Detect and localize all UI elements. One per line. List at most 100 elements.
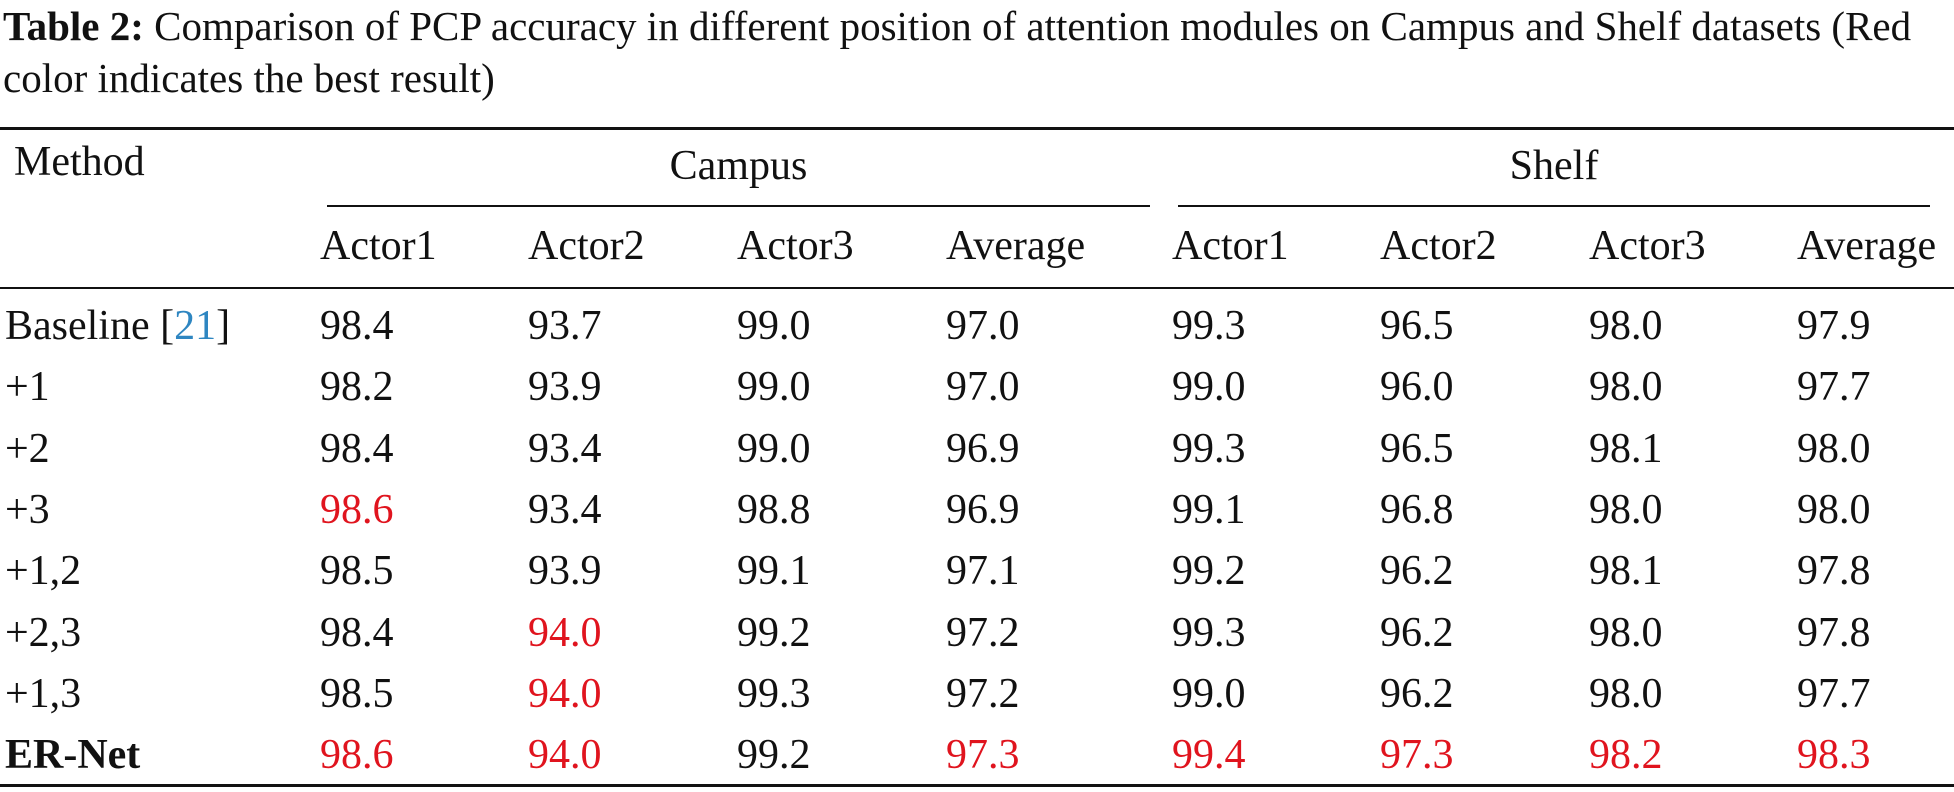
caption-text: Comparison of PCP accuracy in different …	[3, 3, 1912, 101]
value-cell: 93.4	[528, 425, 602, 472]
value-cell: 98.2	[1589, 732, 1663, 779]
value-cell: 96.8	[1380, 486, 1454, 533]
column-header: Actor3	[1589, 223, 1706, 269]
value-cell: 99.0	[737, 303, 811, 349]
header-rule	[0, 287, 1954, 289]
method-name: ER-Net	[5, 732, 141, 779]
value-cell: 98.0	[1589, 609, 1663, 656]
value-cell: 96.9	[946, 486, 1020, 533]
value-cell: 97.8	[1797, 548, 1871, 595]
value-cell: 98.4	[320, 609, 394, 656]
value-cell: 98.4	[320, 425, 394, 472]
column-header: Actor1	[1172, 223, 1289, 269]
value-cell: 96.2	[1380, 609, 1454, 656]
method-name: +2,3	[5, 609, 82, 656]
method-cell: +1,2	[5, 547, 81, 595]
value-cell: 97.0	[946, 364, 1020, 411]
value-cell: 98.4	[320, 303, 394, 349]
value-cell: 99.3	[1172, 425, 1246, 472]
method-name: +3	[5, 486, 50, 533]
value-cell: 99.0	[737, 364, 811, 411]
caption-label: Table 2:	[3, 3, 144, 49]
column-header: Actor2	[1380, 223, 1497, 269]
method-cell: +1,3	[5, 670, 81, 718]
value-cell: 96.5	[1380, 425, 1454, 472]
value-cell: 97.3	[1380, 732, 1454, 779]
value-cell: 93.7	[528, 303, 602, 349]
value-cell: 99.3	[737, 670, 811, 717]
method-name: +1,3	[5, 670, 82, 717]
value-cell: 98.0	[1589, 364, 1663, 411]
method-cell: +2	[5, 425, 50, 473]
value-cell: 99.4	[1172, 732, 1246, 779]
value-cell: 96.9	[946, 425, 1020, 472]
value-cell: 98.0	[1589, 670, 1663, 717]
value-cell: 96.0	[1380, 364, 1454, 411]
value-cell: 93.4	[528, 486, 602, 533]
value-cell: 98.0	[1589, 303, 1663, 349]
method-name: Baseline [	[5, 303, 175, 349]
column-header: Actor1	[320, 223, 437, 269]
value-cell: 97.7	[1797, 364, 1871, 411]
value-cell: 94.0	[528, 670, 602, 717]
value-cell: 99.0	[1172, 364, 1246, 411]
method-name: +2	[5, 425, 50, 472]
value-cell: 98.5	[320, 548, 394, 595]
method-cell: +1	[5, 363, 50, 411]
column-header: Average	[946, 223, 1086, 269]
value-cell: 97.9	[1797, 303, 1871, 349]
value-cell: 98.0	[1797, 486, 1871, 533]
value-cell: 98.0	[1797, 425, 1871, 472]
column-header: Actor2	[528, 223, 645, 269]
column-header: Average	[1797, 223, 1937, 269]
value-cell: 98.1	[1589, 548, 1663, 595]
value-cell: 97.2	[946, 609, 1020, 656]
method-header: Method	[14, 139, 145, 185]
value-cell: 98.0	[1589, 486, 1663, 533]
value-cell: 98.6	[320, 486, 394, 533]
value-cell: 94.0	[528, 732, 602, 779]
value-cell: 96.2	[1380, 548, 1454, 595]
value-cell: 98.5	[320, 670, 394, 717]
method-cell: ER-Net	[5, 731, 140, 779]
campus-group-header: Campus	[669, 143, 808, 189]
method-cell: Baseline [21]	[5, 302, 230, 350]
value-cell: 93.9	[528, 548, 602, 595]
bottom-rule	[0, 784, 1954, 787]
value-cell: 97.8	[1797, 609, 1871, 656]
value-cell: 98.6	[320, 732, 394, 779]
value-cell: 99.0	[1172, 670, 1246, 717]
value-cell: 97.0	[946, 303, 1020, 349]
shelf-group-rule	[1178, 205, 1930, 207]
value-cell: 99.0	[737, 425, 811, 472]
value-cell: 97.2	[946, 670, 1020, 717]
campus-group-rule	[327, 205, 1150, 207]
value-cell: 99.3	[1172, 303, 1246, 349]
value-cell: 99.3	[1172, 609, 1246, 656]
shelf-group-header: Shelf	[1509, 143, 1599, 189]
value-cell: 99.2	[1172, 548, 1246, 595]
method-name: +1	[5, 364, 50, 411]
value-cell: 94.0	[528, 609, 602, 656]
method-name: +1,2	[5, 548, 82, 595]
value-cell: 97.3	[946, 732, 1020, 779]
value-cell: 99.2	[737, 732, 811, 779]
value-cell: 98.3	[1797, 732, 1871, 779]
column-header: Actor3	[737, 223, 854, 269]
citation-link[interactable]: 21	[174, 303, 217, 349]
value-cell: 99.1	[1172, 486, 1246, 533]
value-cell: 99.2	[737, 609, 811, 656]
top-rule	[0, 127, 1954, 130]
table-caption: Table 2: Comparison of PCP accuracy in d…	[3, 0, 1948, 104]
value-cell: 97.7	[1797, 670, 1871, 717]
value-cell: 98.8	[737, 486, 811, 533]
citation-bracket: ]	[216, 303, 231, 349]
value-cell: 99.1	[737, 548, 811, 595]
method-cell: +2,3	[5, 609, 81, 657]
value-cell: 98.2	[320, 364, 394, 411]
value-cell: 97.1	[946, 548, 1020, 595]
value-cell: 96.2	[1380, 670, 1454, 717]
method-cell: +3	[5, 486, 50, 534]
value-cell: 93.9	[528, 364, 602, 411]
value-cell: 96.5	[1380, 303, 1454, 349]
